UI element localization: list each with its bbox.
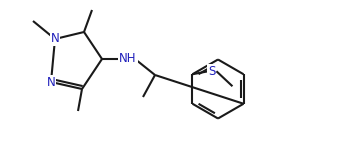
Text: N: N xyxy=(51,32,59,46)
Text: N: N xyxy=(47,76,55,88)
Text: NH: NH xyxy=(119,52,137,66)
Text: S: S xyxy=(208,65,215,78)
